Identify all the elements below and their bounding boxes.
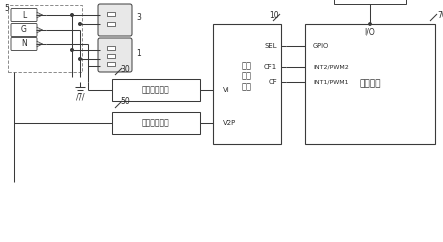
- Text: INT1/PWM1: INT1/PWM1: [313, 80, 349, 84]
- Circle shape: [71, 49, 73, 51]
- FancyBboxPatch shape: [11, 38, 37, 51]
- Bar: [213, 24, 281, 144]
- FancyBboxPatch shape: [98, 38, 132, 72]
- Bar: [305, 24, 435, 144]
- Text: INT2/PWM2: INT2/PWM2: [313, 65, 349, 69]
- Text: 10: 10: [269, 12, 279, 21]
- FancyBboxPatch shape: [11, 8, 37, 22]
- Bar: [334, 0, 406, 4]
- Text: 电压采样电路: 电压采样电路: [142, 119, 170, 128]
- Bar: [107, 12, 115, 16]
- Text: CF1: CF1: [264, 64, 277, 70]
- Bar: [8, 5, 82, 72]
- Text: ///: ///: [76, 92, 84, 101]
- Text: 功率
计量
芯片: 功率 计量 芯片: [242, 61, 252, 91]
- Bar: [107, 54, 115, 58]
- Circle shape: [71, 14, 73, 16]
- Circle shape: [369, 23, 371, 25]
- Text: N: N: [21, 39, 27, 48]
- Text: 70: 70: [437, 12, 443, 21]
- Text: 50: 50: [120, 98, 130, 106]
- Text: G: G: [21, 25, 27, 35]
- Text: 电流采样电路: 电流采样电路: [142, 85, 170, 94]
- Text: 3: 3: [136, 13, 141, 22]
- FancyBboxPatch shape: [98, 4, 132, 36]
- Circle shape: [79, 23, 82, 25]
- Bar: [112, 79, 200, 101]
- Bar: [107, 62, 115, 66]
- Text: 1: 1: [136, 50, 141, 59]
- Text: V2P: V2P: [223, 120, 236, 126]
- Text: VI: VI: [223, 87, 230, 93]
- Bar: [112, 112, 200, 134]
- Bar: [107, 22, 115, 26]
- Text: 5: 5: [4, 4, 9, 13]
- Text: CF: CF: [268, 79, 277, 85]
- Text: SEL: SEL: [264, 43, 277, 49]
- Text: 处理单元: 处理单元: [359, 80, 381, 89]
- Text: I/O: I/O: [365, 28, 375, 37]
- Text: GPIO: GPIO: [313, 43, 329, 49]
- Text: L: L: [22, 10, 26, 20]
- Text: 30: 30: [120, 65, 130, 74]
- Circle shape: [79, 58, 82, 60]
- Bar: [107, 46, 115, 50]
- FancyBboxPatch shape: [11, 23, 37, 37]
